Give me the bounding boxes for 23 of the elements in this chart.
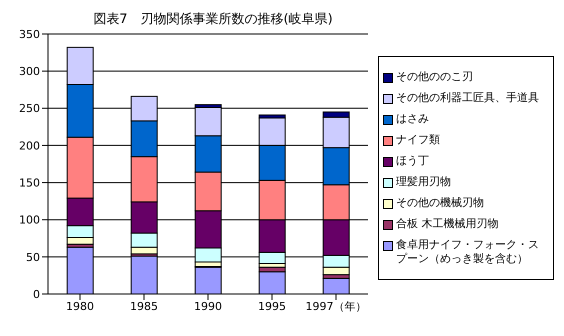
x-tick-label: 1997（年） [306, 300, 366, 313]
legend-label: ほう丁 [396, 154, 429, 168]
y-tick-label: 100 [19, 214, 40, 227]
y-tick-label: 300 [19, 65, 40, 78]
x-tick-label: 1980 [66, 300, 94, 313]
y-tick-label: 350 [19, 28, 40, 41]
legend-label: はさみ [396, 112, 429, 126]
legend-label: その他の利器工匠具、手道具 [396, 91, 539, 105]
legend-label: その他ののこ刃 [396, 70, 473, 84]
x-tick-label: 1985 [130, 300, 158, 313]
legend-label: 食卓用ナイフ・フォーク・スプーン（めっき製を含む） [396, 238, 540, 266]
legend-label: その他の機械刃物 [396, 196, 484, 210]
y-tick-label: 250 [19, 102, 40, 116]
chart-title: 図表7 刃物関係事業所数の推移(岐阜県) [92, 11, 334, 28]
y-tick-label: 200 [19, 139, 40, 152]
y-tick-label: 0 [33, 288, 40, 301]
legend-label: 合板 木工機械用刃物 [396, 217, 498, 231]
y-tick-label: 150 [19, 176, 40, 190]
x-tick-label: 1990 [194, 300, 222, 313]
y-tick-label: 50 [26, 250, 40, 264]
legend-label: ナイフ類 [396, 133, 440, 147]
x-tick-label: 1995 [258, 300, 286, 313]
legend-label: 理髪用刃物 [396, 175, 451, 189]
